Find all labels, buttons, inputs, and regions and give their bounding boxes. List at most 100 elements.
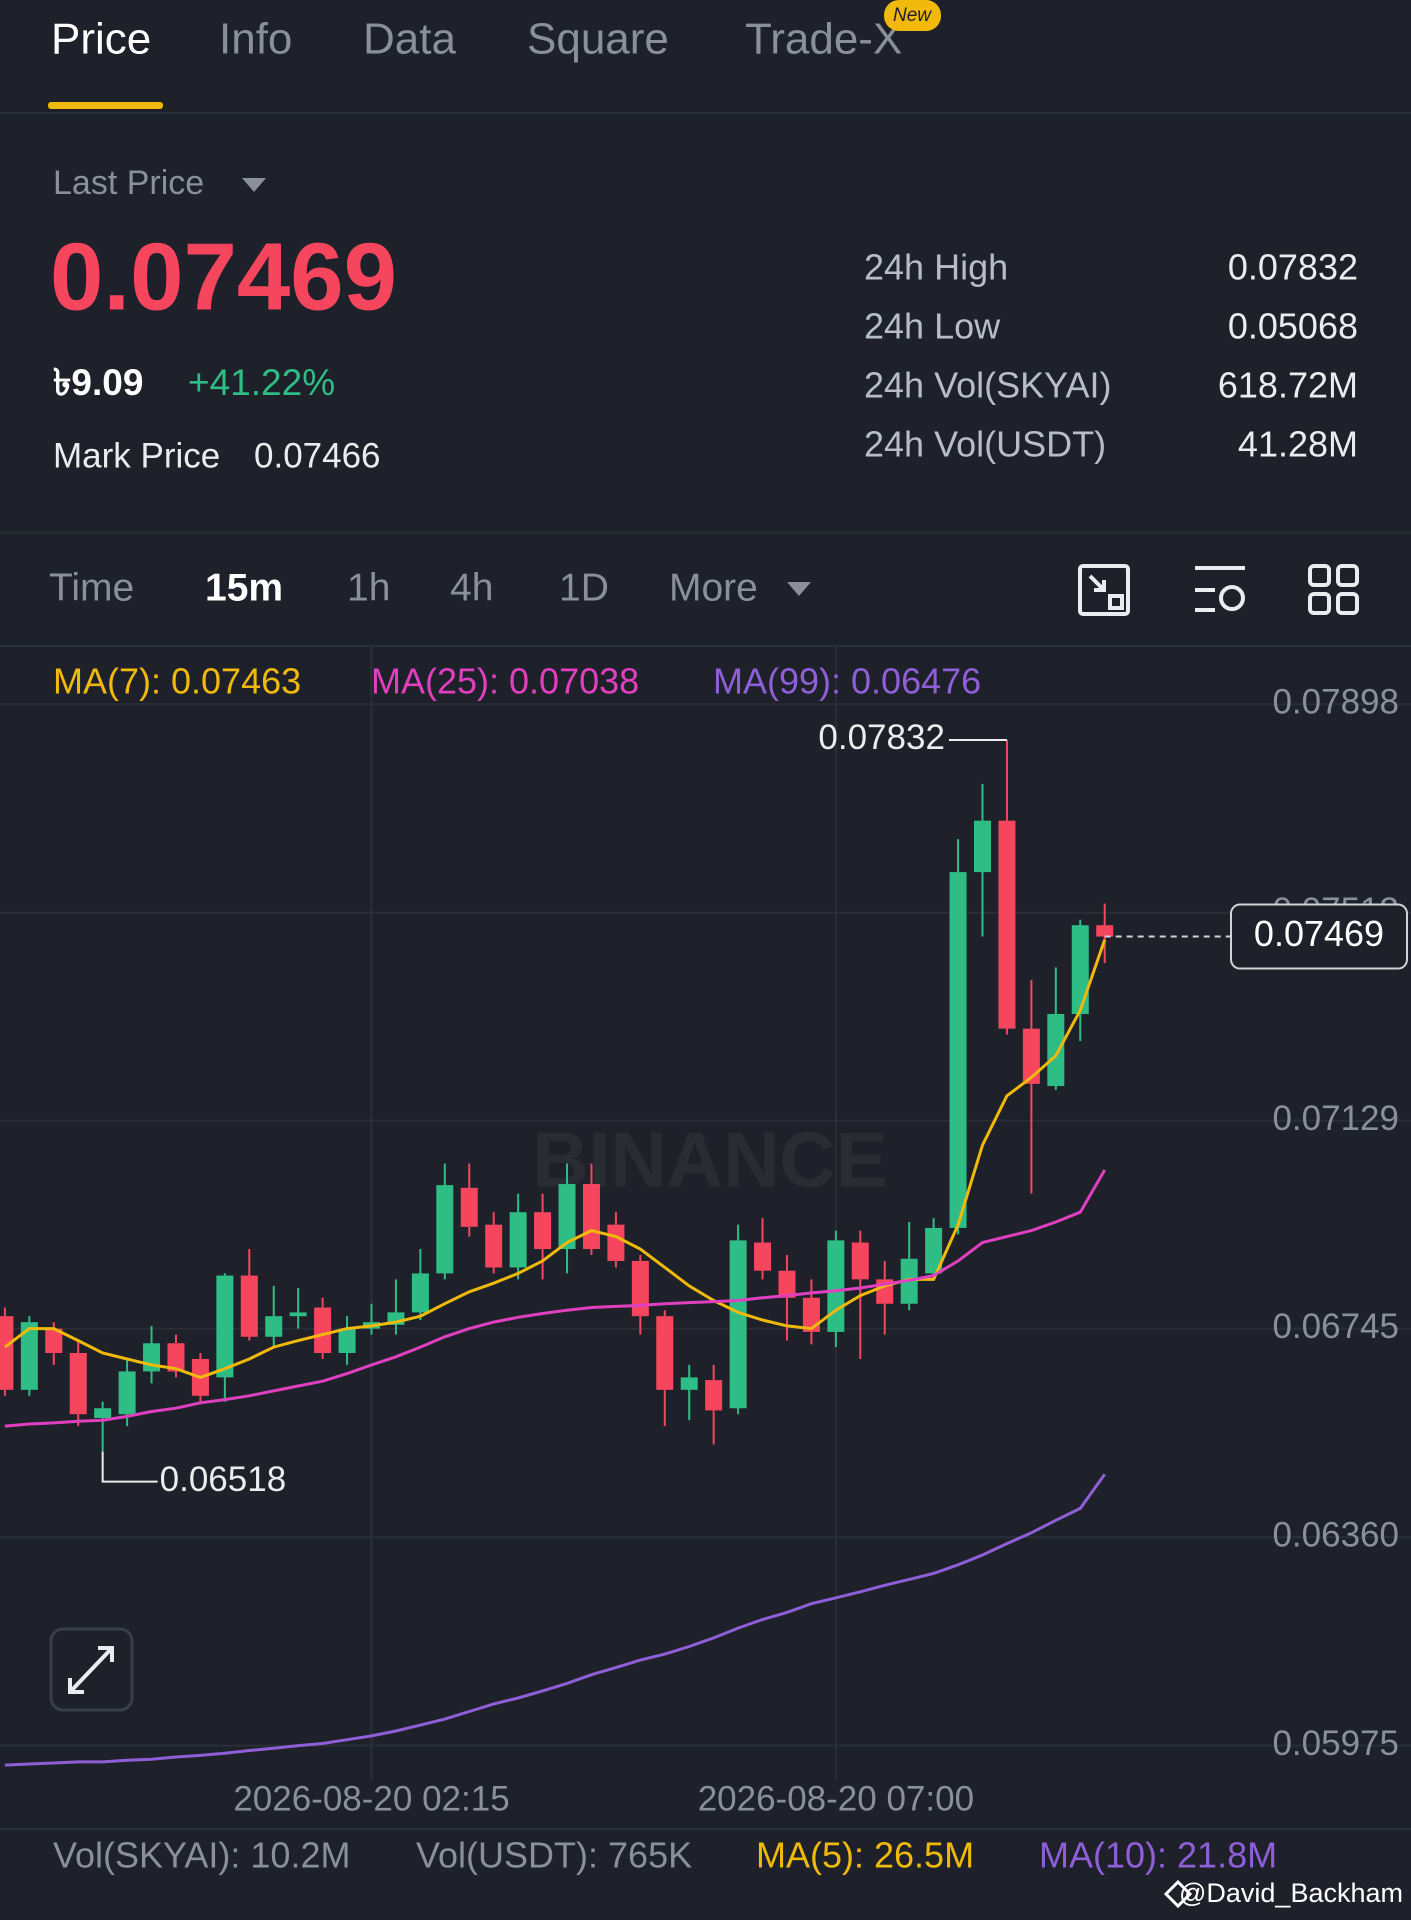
- y-tick-label: 0.05975: [1272, 1724, 1399, 1763]
- candle-body: [607, 1224, 625, 1261]
- candle-body: [631, 1260, 649, 1317]
- candle-body: [45, 1328, 63, 1354]
- credit: @David_Backham: [1179, 1878, 1403, 1908]
- local-price: ৳9.09: [53, 362, 143, 403]
- x-tick-label: 2026-08-20 07:00: [698, 1779, 974, 1818]
- candle-body: [0, 1316, 14, 1390]
- low-marker-line: [101, 1451, 158, 1483]
- dropdown-arrow: [242, 178, 266, 192]
- big-price: 0.07469: [50, 223, 397, 330]
- legend-entry: MA(25): 0.07038: [371, 661, 639, 702]
- candle-body: [338, 1328, 356, 1354]
- low-marker-label: 0.06518: [160, 1460, 287, 1499]
- candle-body: [509, 1212, 527, 1268]
- stat-value: 0.07832: [1228, 247, 1358, 288]
- stat-label: 24h Vol(SKYAI): [864, 365, 1111, 406]
- candle-body: [827, 1240, 845, 1332]
- candle-body: [729, 1240, 747, 1409]
- timeframe[interactable]: Time: [49, 566, 134, 609]
- stat-label: 24h Low: [864, 306, 1001, 347]
- volume-info: Vol(SKYAI): 10.2M: [53, 1835, 350, 1876]
- candle-body: [1071, 925, 1089, 1015]
- candle-body: [485, 1224, 503, 1268]
- candle-body: [1047, 1014, 1065, 1087]
- candle-body: [582, 1184, 600, 1250]
- timeframe[interactable]: 1h: [347, 566, 390, 609]
- last-price-label[interactable]: Last Price: [53, 164, 204, 202]
- candle-body: [118, 1371, 136, 1415]
- candle-body: [1096, 925, 1114, 937]
- candle-body: [289, 1312, 307, 1317]
- volume-info: MA(5): 26.5M: [756, 1835, 974, 1876]
- x-tick-label: 2026-08-20 02:15: [233, 1779, 509, 1818]
- tab[interactable]: Price: [51, 15, 151, 64]
- stat-label: 24h High: [864, 247, 1008, 288]
- stat-label: 24h Vol(USDT): [864, 424, 1106, 465]
- timeframe[interactable]: More: [669, 566, 758, 609]
- candle-body: [705, 1380, 723, 1411]
- candle-body: [167, 1343, 185, 1372]
- candle-body: [778, 1270, 796, 1298]
- candle-body: [974, 820, 991, 873]
- dropdown-arrow: [787, 582, 811, 596]
- badge: New: [893, 5, 932, 26]
- candle-body: [265, 1316, 283, 1337]
- candle-body: [851, 1242, 869, 1280]
- legend-entry: MA(7): 0.07463: [53, 661, 301, 702]
- ma-line: [4, 1473, 1106, 1767]
- candle-body: [94, 1408, 112, 1418]
- candle-body: [558, 1184, 576, 1250]
- volume-info: Vol(USDT): 765K: [416, 1835, 692, 1876]
- tab[interactable]: Square: [527, 15, 669, 64]
- timeframe[interactable]: 1D: [559, 566, 609, 609]
- candle-body: [460, 1187, 478, 1227]
- candle-body: [20, 1322, 38, 1390]
- tab[interactable]: Trade-X: [745, 15, 902, 64]
- candle-body: [314, 1307, 332, 1354]
- candle-body: [998, 820, 1016, 1029]
- stat-value: 41.28M: [1238, 424, 1358, 465]
- candle-body: [216, 1275, 234, 1378]
- candle-body: [240, 1275, 258, 1337]
- tab[interactable]: Data: [363, 15, 456, 64]
- candle-body: [534, 1212, 552, 1250]
- y-tick-label: 0.06360: [1272, 1515, 1399, 1554]
- indicator-icon[interactable]: [1195, 566, 1245, 612]
- candle-body: [69, 1353, 87, 1415]
- candle-body: [411, 1273, 429, 1313]
- stat-value: 618.72M: [1218, 365, 1358, 406]
- stat-value: 0.05068: [1228, 306, 1358, 347]
- candle-body: [802, 1297, 820, 1332]
- timeframe[interactable]: 4h: [450, 566, 493, 609]
- candle-body: [1022, 1028, 1040, 1084]
- candle-body: [925, 1227, 943, 1274]
- y-tick-label: 0.07129: [1272, 1099, 1399, 1138]
- high-marker-label: 0.07832: [818, 718, 945, 757]
- mark-price-label: Mark Price: [53, 436, 220, 475]
- change: +41.22%: [188, 362, 335, 403]
- candle-body: [436, 1185, 454, 1274]
- expand-button[interactable]: [49, 1627, 134, 1712]
- timeframe[interactable]: 15m: [205, 566, 283, 609]
- ma-line: [4, 1169, 1106, 1428]
- last-price-label: 0.07469: [1254, 913, 1384, 954]
- y-tick-label: 0.07898: [1272, 682, 1399, 721]
- candle-body: [754, 1242, 772, 1271]
- tab-underline: [48, 102, 163, 109]
- candle-body: [656, 1316, 674, 1390]
- y-tick-label: 0.06745: [1272, 1307, 1399, 1346]
- badge-bg: [884, 0, 941, 31]
- last-price-box: [1230, 903, 1408, 970]
- chart-type-icon[interactable]: [1078, 564, 1130, 616]
- candle-body: [680, 1377, 698, 1390]
- layout-icon[interactable]: [1308, 564, 1359, 615]
- tab[interactable]: Info: [219, 15, 292, 64]
- legend-entry: MA(99): 0.06476: [713, 661, 981, 702]
- volume-info: MA(10): 21.8M: [1039, 1835, 1277, 1876]
- candle-body: [949, 872, 967, 1228]
- mark-price: 0.07466: [254, 436, 381, 475]
